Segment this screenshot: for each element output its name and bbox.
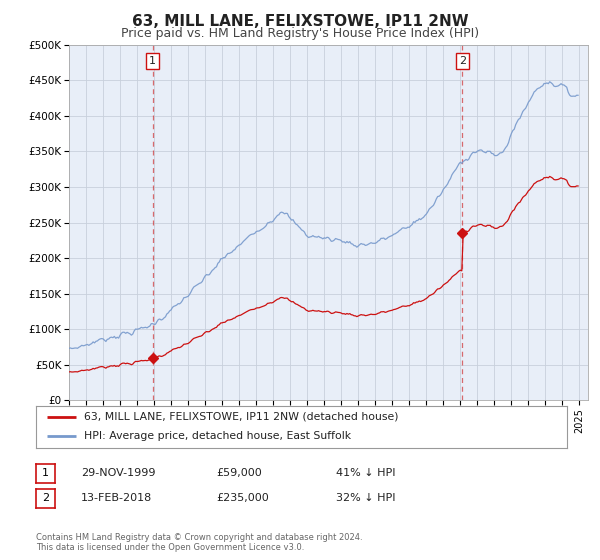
Text: 63, MILL LANE, FELIXSTOWE, IP11 2NW: 63, MILL LANE, FELIXSTOWE, IP11 2NW	[131, 14, 469, 29]
Text: 41% ↓ HPI: 41% ↓ HPI	[336, 468, 395, 478]
Text: This data is licensed under the Open Government Licence v3.0.: This data is licensed under the Open Gov…	[36, 543, 304, 552]
Text: HPI: Average price, detached house, East Suffolk: HPI: Average price, detached house, East…	[84, 431, 351, 441]
Text: 1: 1	[149, 56, 156, 66]
Text: 1: 1	[42, 468, 49, 478]
Text: £235,000: £235,000	[216, 493, 269, 503]
Text: 13-FEB-2018: 13-FEB-2018	[81, 493, 152, 503]
Text: Contains HM Land Registry data © Crown copyright and database right 2024.: Contains HM Land Registry data © Crown c…	[36, 533, 362, 542]
Text: 29-NOV-1999: 29-NOV-1999	[81, 468, 155, 478]
Text: 63, MILL LANE, FELIXSTOWE, IP11 2NW (detached house): 63, MILL LANE, FELIXSTOWE, IP11 2NW (det…	[84, 412, 398, 422]
Text: 2: 2	[459, 56, 466, 66]
Text: £59,000: £59,000	[216, 468, 262, 478]
Text: 32% ↓ HPI: 32% ↓ HPI	[336, 493, 395, 503]
Text: 2: 2	[42, 493, 49, 503]
Text: Price paid vs. HM Land Registry's House Price Index (HPI): Price paid vs. HM Land Registry's House …	[121, 27, 479, 40]
